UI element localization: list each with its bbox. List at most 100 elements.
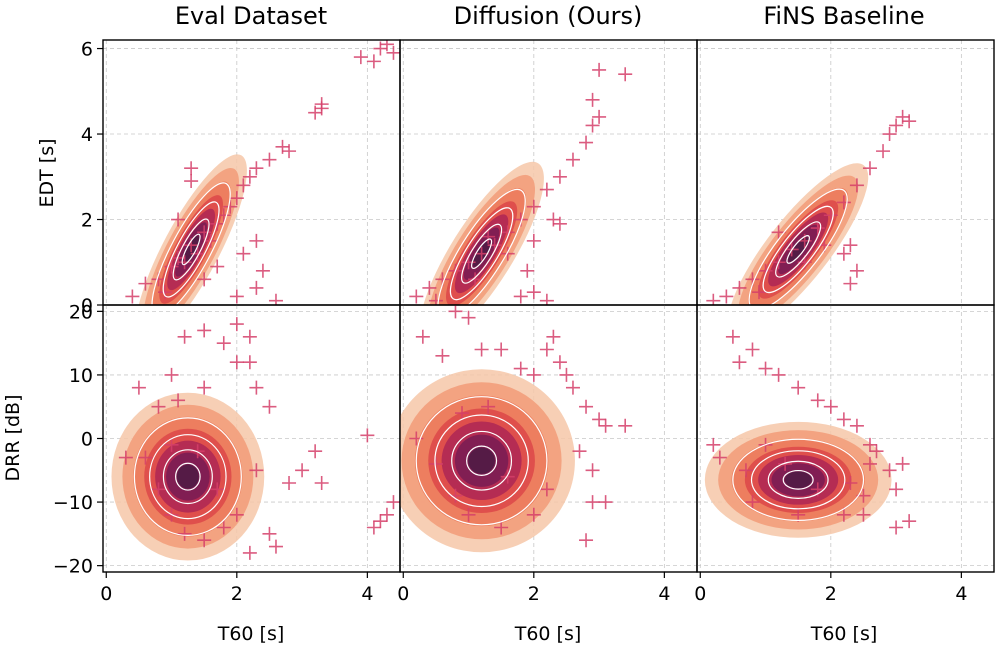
data-point bbox=[428, 293, 443, 305]
data-point bbox=[125, 289, 140, 304]
xlabel-eval: T60 [s] bbox=[217, 623, 285, 645]
y-tick-label: 10 bbox=[69, 365, 93, 387]
data-point bbox=[262, 399, 277, 414]
data-point bbox=[810, 393, 825, 408]
data-point bbox=[889, 482, 904, 497]
contour-line bbox=[471, 238, 493, 270]
contour-line bbox=[175, 462, 201, 491]
data-point bbox=[526, 285, 541, 300]
x-tick-label: 0 bbox=[100, 583, 112, 605]
data-point bbox=[249, 161, 264, 176]
data-point bbox=[171, 393, 186, 408]
data-point bbox=[895, 456, 910, 471]
data-point bbox=[164, 259, 179, 274]
data-point bbox=[565, 380, 580, 395]
x-tick-label: 4 bbox=[658, 583, 670, 605]
data-point bbox=[719, 289, 734, 304]
data-point bbox=[546, 329, 561, 344]
data-point bbox=[771, 367, 786, 382]
data-point bbox=[738, 463, 753, 478]
data-point bbox=[249, 380, 264, 395]
data-point bbox=[882, 127, 897, 142]
data-point bbox=[902, 114, 917, 129]
contours bbox=[437, 188, 526, 305]
data-point bbox=[732, 355, 747, 370]
data-point bbox=[366, 54, 381, 69]
data-point bbox=[262, 152, 277, 167]
contours bbox=[133, 417, 242, 536]
y-tick-label: 0 bbox=[81, 429, 93, 451]
data-point bbox=[386, 495, 400, 510]
data-point bbox=[262, 526, 277, 541]
data-point bbox=[526, 367, 541, 382]
data-point bbox=[552, 216, 567, 231]
data-point bbox=[618, 418, 633, 433]
y-tick-label: 0 bbox=[81, 295, 93, 317]
data-point bbox=[559, 367, 574, 382]
data-point bbox=[791, 507, 806, 522]
data-point bbox=[353, 50, 368, 65]
y-tick-label: −20 bbox=[53, 556, 93, 578]
panel-fins-drr: 0 2 4 bbox=[694, 304, 995, 605]
data-point bbox=[164, 367, 179, 382]
data-point bbox=[579, 533, 594, 548]
data-point bbox=[409, 289, 424, 304]
data-point bbox=[876, 144, 891, 159]
data-point bbox=[526, 233, 541, 248]
title-eval-dataset: Eval Dataset bbox=[175, 2, 327, 30]
data-point bbox=[494, 520, 509, 535]
data-point bbox=[455, 406, 470, 421]
contours bbox=[151, 182, 231, 305]
contour-line bbox=[732, 438, 865, 522]
data-point bbox=[902, 514, 917, 529]
data-point bbox=[216, 520, 231, 535]
data-point bbox=[758, 361, 773, 376]
data-point bbox=[752, 285, 767, 300]
contour-line bbox=[181, 233, 201, 266]
data-point bbox=[268, 539, 283, 554]
data-point bbox=[836, 412, 851, 427]
data-point bbox=[268, 293, 283, 305]
data-point bbox=[236, 246, 251, 261]
density-level bbox=[784, 471, 812, 489]
data-point bbox=[118, 450, 133, 465]
scatter-points bbox=[409, 62, 633, 305]
data-point bbox=[379, 40, 394, 52]
data-point bbox=[889, 118, 904, 133]
data-point bbox=[164, 437, 179, 452]
axes-frame bbox=[696, 304, 995, 573]
data-point bbox=[366, 520, 381, 535]
data-point bbox=[823, 399, 838, 414]
data-point bbox=[422, 280, 437, 295]
data-point bbox=[836, 195, 851, 210]
data-point bbox=[810, 221, 825, 236]
data-point bbox=[138, 276, 153, 291]
data-point bbox=[229, 289, 244, 304]
data-point bbox=[409, 431, 424, 446]
text-layer: Eval Dataset Diffusion (Ours) FiNS Basel… bbox=[2, 2, 925, 645]
data-point bbox=[732, 280, 747, 295]
scatter-points bbox=[118, 317, 400, 560]
data-point bbox=[712, 450, 727, 465]
data-point bbox=[552, 355, 567, 370]
title-diffusion: Diffusion (Ours) bbox=[454, 2, 643, 30]
data-point bbox=[618, 67, 633, 82]
data-point bbox=[242, 169, 257, 184]
data-point bbox=[862, 456, 877, 471]
axes-frame bbox=[102, 39, 401, 306]
contour-line bbox=[162, 449, 213, 505]
data-point bbox=[862, 161, 877, 176]
data-point bbox=[579, 135, 594, 150]
data-point bbox=[236, 178, 251, 193]
x-tick-label: 2 bbox=[825, 583, 837, 605]
data-point bbox=[849, 263, 864, 278]
data-point bbox=[158, 285, 173, 300]
data-point bbox=[513, 289, 528, 304]
data-point bbox=[197, 380, 212, 395]
data-point bbox=[585, 495, 600, 510]
contour-line bbox=[133, 417, 242, 536]
panel-diffusion-drr: 0 2 4 bbox=[397, 304, 698, 605]
contour-line bbox=[750, 450, 846, 510]
